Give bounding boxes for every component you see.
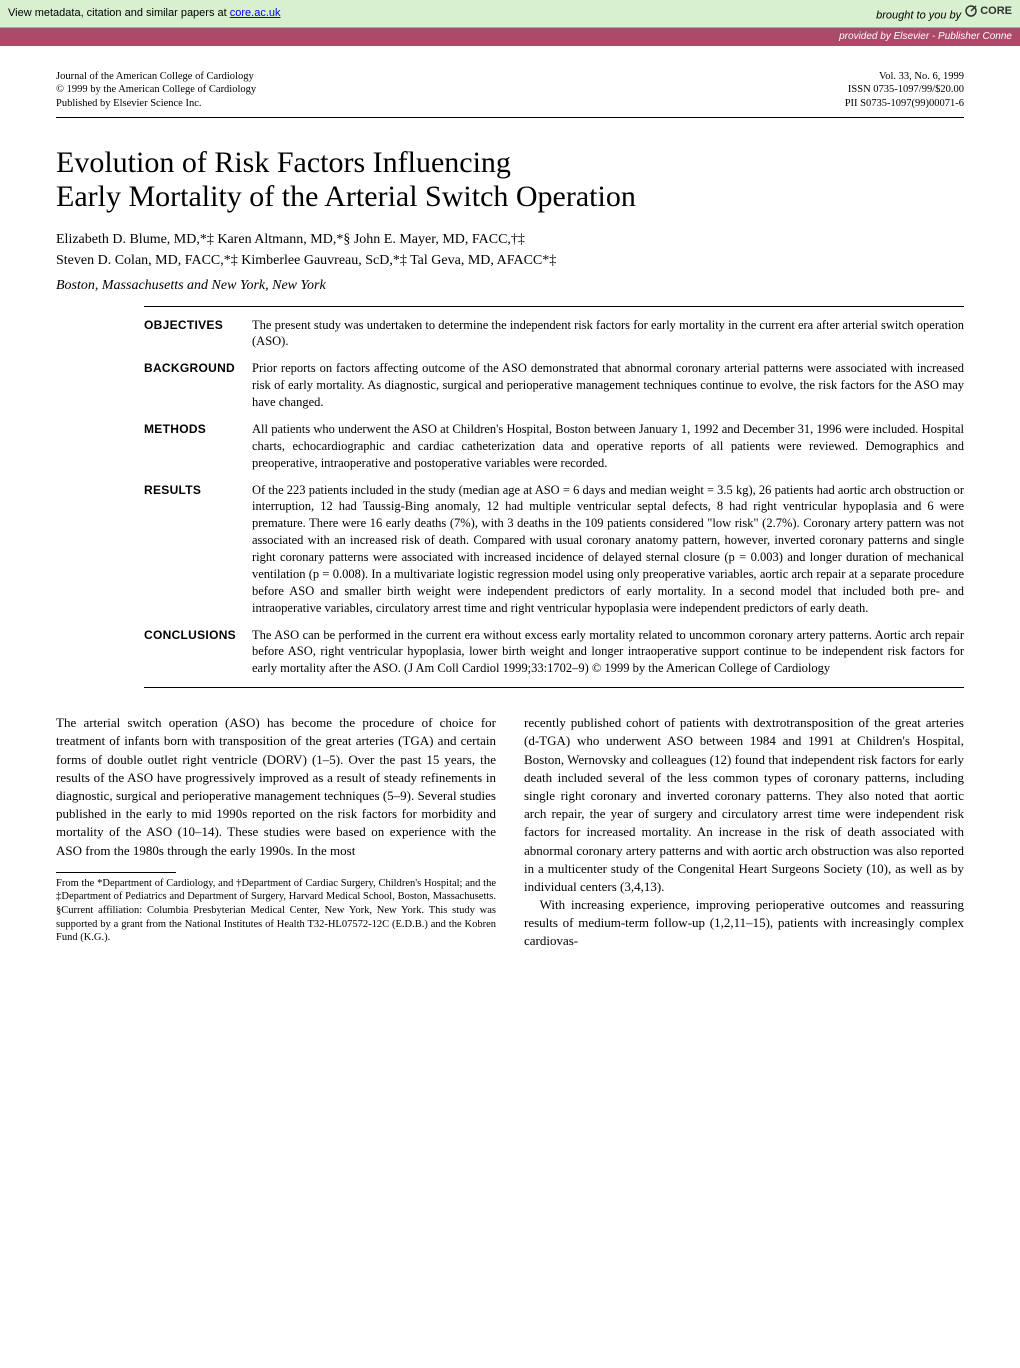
core-logo-text: CORE (980, 4, 1012, 19)
label-conclusions: CONCLUSIONS (144, 627, 252, 678)
abstract-objectives-row: OBJECTIVES The present study was underta… (144, 317, 964, 351)
journal-header-left: Journal of the American College of Cardi… (56, 70, 256, 111)
provided-by-bar: provided by Elsevier - Publisher Conne (0, 28, 1020, 46)
footnote-rule (56, 872, 176, 873)
core-logo-icon: CORE (964, 4, 1012, 19)
journal-header-right: Vol. 33, No. 6, 1999 ISSN 0735-1097/99/$… (845, 70, 964, 111)
banner-right: brought to you by CORE (876, 4, 1012, 23)
banner-left-text: View metadata, citation and similar pape… (8, 7, 230, 19)
provided-by-text: provided by Elsevier - Publisher Conne (839, 31, 1012, 42)
body-paragraph-3: With increasing experience, improving pe… (524, 896, 964, 951)
body-paragraph-1: The arterial switch operation (ASO) has … (56, 714, 496, 860)
article-title: Evolution of Risk Factors Influencing Ea… (56, 146, 964, 215)
metadata-banner: View metadata, citation and similar pape… (0, 0, 1020, 28)
text-results: Of the 223 patients included in the stud… (252, 482, 964, 617)
author-footnote: From the *Department of Cardiology, and … (56, 877, 496, 945)
journal-header: Journal of the American College of Cardi… (56, 70, 964, 111)
text-methods: All patients who underwent the ASO at Ch… (252, 421, 964, 472)
text-conclusions: The ASO can be performed in the current … (252, 627, 964, 678)
article-body: The arterial switch operation (ASO) has … (56, 714, 964, 950)
brought-by-text: brought to you by (876, 9, 964, 21)
label-methods: METHODS (144, 421, 252, 472)
structured-abstract: OBJECTIVES The present study was underta… (144, 306, 964, 689)
article-page: Journal of the American College of Cardi… (0, 46, 1020, 991)
text-background: Prior reports on factors affecting outco… (252, 360, 964, 411)
core-circle-icon (964, 4, 978, 18)
text-objectives: The present study was undertaken to dete… (252, 317, 964, 351)
header-rule (56, 117, 964, 118)
abstract-background-row: BACKGROUND Prior reports on factors affe… (144, 360, 964, 411)
banner-left: View metadata, citation and similar pape… (8, 6, 281, 21)
core-link[interactable]: core.ac.uk (230, 7, 281, 19)
abstract-results-row: RESULTS Of the 223 patients included in … (144, 482, 964, 617)
abstract-methods-row: METHODS All patients who underwent the A… (144, 421, 964, 472)
affiliation-cities: Boston, Massachusetts and New York, New … (56, 277, 964, 296)
label-background: BACKGROUND (144, 360, 252, 411)
author-list: Elizabeth D. Blume, MD,*‡ Karen Altmann,… (56, 229, 964, 271)
label-results: RESULTS (144, 482, 252, 617)
abstract-conclusions-row: CONCLUSIONS The ASO can be performed in … (144, 627, 964, 678)
label-objectives: OBJECTIVES (144, 317, 252, 351)
body-paragraph-2: recently published cohort of patients wi… (524, 714, 964, 896)
